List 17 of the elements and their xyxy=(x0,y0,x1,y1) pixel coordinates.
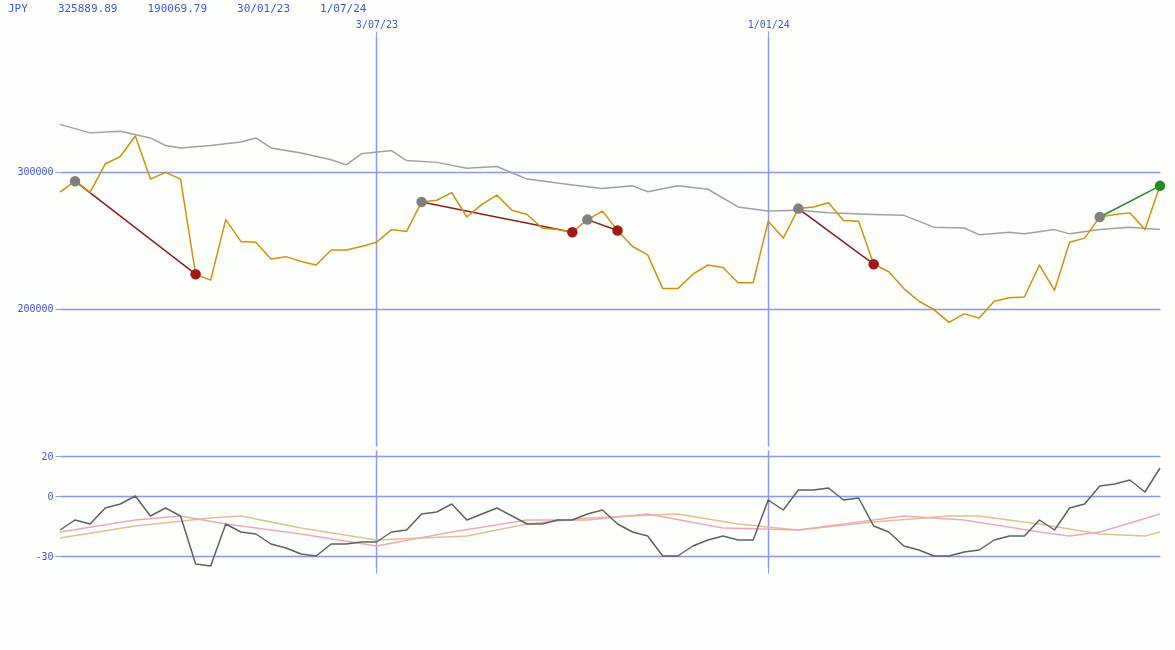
line-series xyxy=(59,513,1161,547)
text: 190069.79 xyxy=(147,2,208,15)
y-tick-label: 300000 xyxy=(17,166,54,178)
line-series xyxy=(59,123,1161,236)
line-series xyxy=(59,467,1161,567)
y-tick-label: -30 xyxy=(35,550,54,562)
text: 1/07/24 xyxy=(320,2,367,15)
y-tick-label: 0 xyxy=(47,490,54,502)
y-tick-label: 200000 xyxy=(17,303,54,315)
text: JPY xyxy=(8,2,28,15)
x-tick-label: 1/01/24 xyxy=(747,18,790,30)
point xyxy=(1154,180,1166,192)
line-series xyxy=(59,513,1161,541)
y-tick-label: 20 xyxy=(41,450,54,462)
x-tick-label: 3/07/23 xyxy=(355,18,399,30)
text: 30/01/23 xyxy=(237,2,291,15)
text: 325889.89 xyxy=(57,2,118,15)
